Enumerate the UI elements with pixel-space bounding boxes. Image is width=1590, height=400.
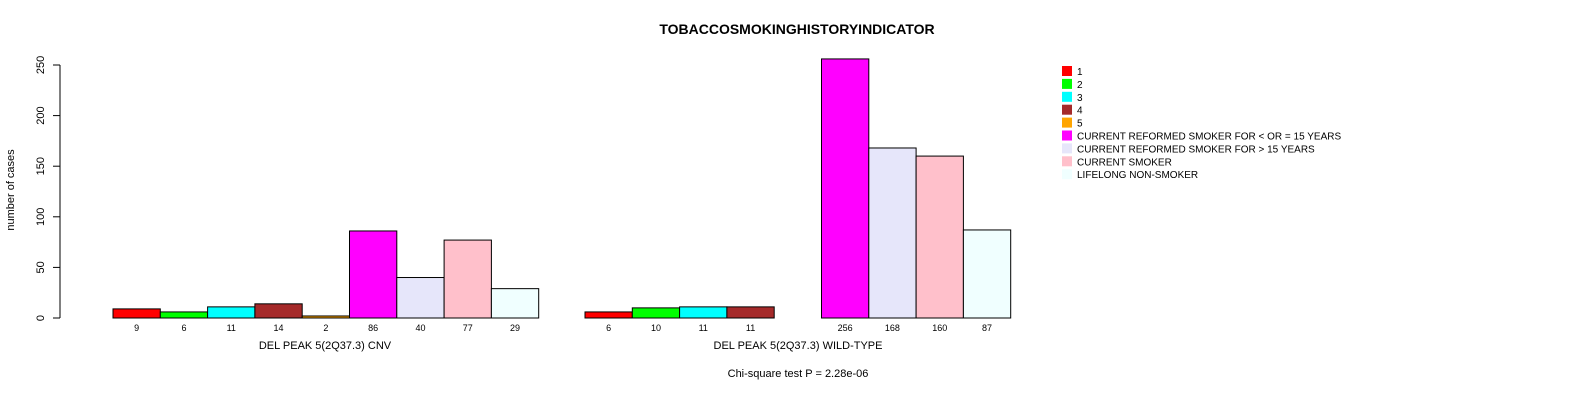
bar-wild-type [679, 306, 728, 319]
bar-wild-type [631, 307, 681, 319]
legend-swatch [1062, 156, 1072, 167]
bar-count-label: 256 [838, 323, 853, 333]
bar-count-label: 168 [885, 323, 900, 333]
bar-cnv [301, 315, 351, 319]
legend-swatch [1062, 117, 1072, 128]
legend-swatch [1062, 143, 1072, 154]
y-tick-label: 100 [35, 208, 47, 226]
bar-count-label: 160 [932, 323, 947, 333]
legend-label: CURRENT SMOKER [1077, 157, 1172, 168]
y-tick-label: 0 [35, 315, 47, 321]
legend-label: 4 [1077, 106, 1083, 117]
bar-count-label: 11 [227, 323, 236, 333]
bar-count-label: 6 [181, 323, 186, 333]
bar-cnv [159, 311, 209, 319]
legend-label: LIFELONG NON-SMOKER [1077, 170, 1198, 181]
bar-count-label: 77 [463, 323, 473, 333]
bar-count-label: 10 [651, 323, 661, 333]
legend-swatch [1062, 66, 1072, 76]
legend-label: 1 [1077, 67, 1083, 78]
bar-cnv [254, 303, 303, 319]
legend: 1 2 3 4 5 CURRENT REFORMED SMOKER FOR < OR = … [1062, 66, 1341, 181]
bars [112, 58, 1012, 319]
bar-count-label: 6 [606, 323, 611, 333]
bar-cnv [112, 308, 161, 319]
bar-wild-type [821, 58, 870, 319]
bar-cnv [349, 230, 398, 319]
bar-wild-type [915, 155, 964, 319]
legend-swatch [1062, 169, 1072, 180]
legend-swatch [1062, 130, 1072, 141]
y-axis: 0 50 100 150 200 250 [35, 56, 61, 321]
y-axis-label: number of cases [5, 149, 17, 231]
legend-swatch [1062, 78, 1072, 89]
bar-cnv [207, 306, 256, 319]
y-tick-label: 250 [35, 56, 47, 74]
y-tick-label: 200 [35, 106, 47, 124]
legend-label: CURRENT REFORMED SMOKER FOR > 15 YEARS [1077, 144, 1315, 155]
bar-wild-type [962, 229, 1012, 319]
legend-label: CURRENT REFORMED SMOKER FOR < OR = 15 YE… [1077, 132, 1341, 143]
bar-wild-type [584, 311, 633, 319]
bar-count-label: 40 [415, 323, 425, 333]
legend-swatch [1062, 91, 1072, 102]
y-tick-label: 150 [35, 157, 47, 175]
bar-count-label: 87 [982, 323, 992, 333]
bar-count-label: 14 [274, 323, 284, 333]
bar-count-label: 2 [323, 323, 328, 333]
bar-cnv [396, 277, 445, 319]
chart-title: TOBACCOSMOKINGHISTORYINDICATOR [659, 21, 934, 37]
legend-label: 5 [1077, 119, 1083, 130]
bar-cnv [490, 288, 540, 319]
group-label-cnv: DEL PEAK 5(2Q37.3) CNV [259, 340, 392, 352]
bar-count-label: 11 [746, 323, 755, 333]
group-label-wild-type: DEL PEAK 5(2Q37.3) WILD-TYPE [714, 340, 883, 352]
bar-wild-type [868, 147, 917, 319]
chi-square-test-text: Chi-square test P = 2.28e-06 [728, 368, 869, 380]
bar-count-label: 11 [699, 323, 708, 333]
bar-count-label: 9 [134, 323, 139, 333]
count-labels: 9 6 11 14 2 86 40 77 29 6 10 11 11 256 168 160 87 [134, 323, 992, 333]
legend-swatch [1062, 104, 1072, 115]
legend-label: 3 [1077, 93, 1083, 104]
legend-label: 2 [1077, 80, 1083, 91]
bar-cnv [443, 239, 492, 319]
bar-count-label: 29 [510, 323, 520, 333]
bar-wild-type [726, 306, 775, 319]
y-tick-label: 50 [35, 261, 47, 273]
bar-count-label: 86 [368, 323, 378, 333]
